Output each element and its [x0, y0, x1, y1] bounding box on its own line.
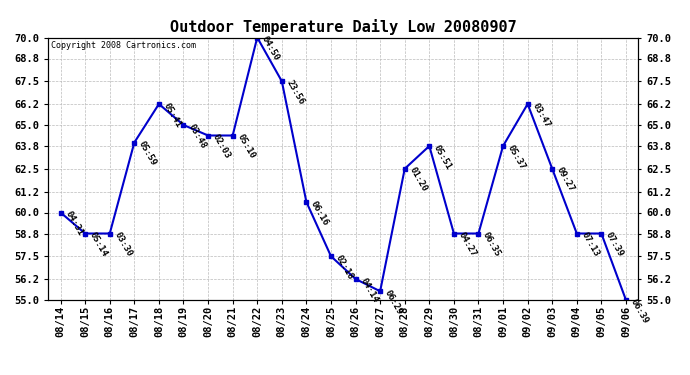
Text: 04:14: 04:14 [358, 276, 380, 304]
Text: 05:37: 05:37 [506, 143, 527, 171]
Text: 23:56: 23:56 [284, 78, 306, 106]
Text: 06:29: 06:29 [383, 288, 404, 316]
Text: 05:59: 05:59 [137, 140, 158, 168]
Text: 05:51: 05:51 [432, 143, 453, 171]
Text: 04:50: 04:50 [260, 35, 282, 63]
Text: 06:39: 06:39 [629, 297, 650, 325]
Title: Outdoor Temperature Daily Low 20080907: Outdoor Temperature Daily Low 20080907 [170, 19, 517, 35]
Text: 05:10: 05:10 [235, 133, 257, 160]
Text: 02:03: 02:03 [211, 133, 232, 160]
Text: Copyright 2008 Cartronics.com: Copyright 2008 Cartronics.com [51, 42, 196, 51]
Text: 03:47: 03:47 [531, 101, 551, 129]
Text: 01:20: 01:20 [408, 166, 428, 194]
Text: 07:39: 07:39 [604, 231, 625, 258]
Text: 09:27: 09:27 [555, 166, 576, 194]
Text: 05:14: 05:14 [88, 231, 109, 258]
Text: 05:41: 05:41 [161, 101, 183, 129]
Text: 06:35: 06:35 [481, 231, 502, 258]
Text: 03:48: 03:48 [186, 122, 208, 150]
Text: 06:16: 06:16 [309, 199, 331, 227]
Text: 04:31: 04:31 [63, 210, 85, 237]
Text: 07:13: 07:13 [580, 231, 601, 258]
Text: 03:30: 03:30 [112, 231, 134, 258]
Text: 04:27: 04:27 [457, 231, 478, 258]
Text: 02:18: 02:18 [334, 254, 355, 281]
